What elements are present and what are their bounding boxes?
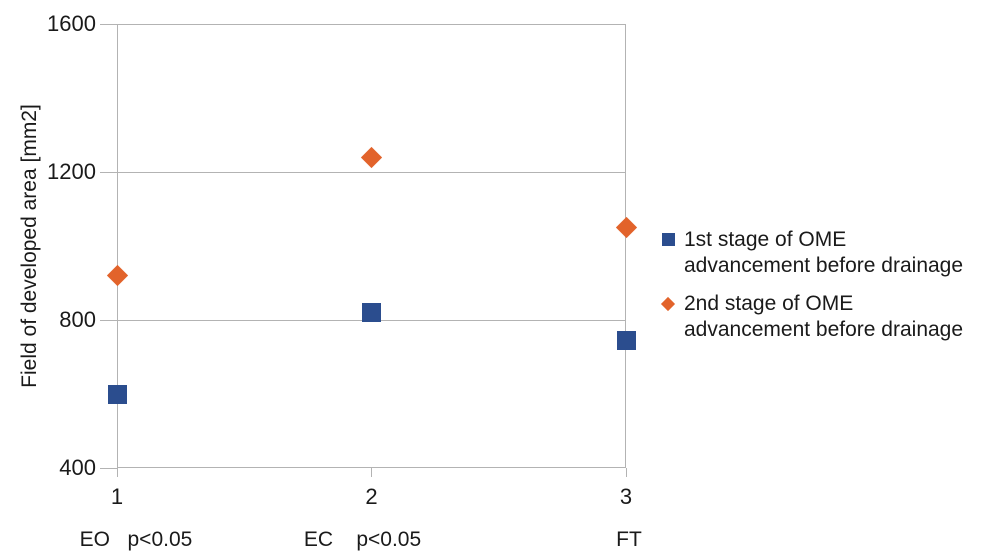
legend-item-label: 1st stage of OME advancement before drain… [684,227,963,279]
y-gridline [117,171,626,173]
y-tick-label: 800 [59,307,96,332]
y-axis-title: Field of developed area [mm2] [18,104,41,388]
group-label: FT [616,528,642,551]
legend-item-label: 2nd stage of OME advancement before drain… [684,291,963,343]
plot-area [117,24,626,468]
x-tick [625,468,627,477]
legend-item: 1st stage of OME advancement before drain… [662,227,963,279]
data-point-square [362,303,381,323]
group-label: EO p<0.05 [79,528,193,551]
legend-label-line1: 2nd stage of OME [684,292,854,315]
data-point-square [107,384,127,404]
x-tick-label: 2 [365,484,378,509]
y-tick [100,23,117,25]
legend-marker-diamond-icon [660,296,676,312]
legend-marker-square-icon [662,233,675,246]
x-tick [371,468,372,477]
legend-label-line1: 1st stage of OME [684,228,847,251]
x-tick [116,468,118,477]
x-tick-label: 3 [619,484,633,509]
legend-item: 2nd stage of OME advancement before drain… [660,291,963,343]
y-tick-label: 1200 [47,159,96,184]
legend: 1st stage of OME advancement before drain… [660,227,963,355]
y-tick-label: 400 [59,455,96,480]
y-tick-label: 1600 [47,11,96,36]
group-label: EC p<0.05 [303,528,422,551]
data-point-square [616,330,636,350]
y-tick [100,319,117,321]
legend-label-line2: advancement before drainage [684,318,964,341]
x-tick-label: 1 [110,484,124,509]
legend-label-line2: advancement before drainage [684,254,964,277]
y-tick [100,467,117,469]
y-tick [100,171,117,173]
